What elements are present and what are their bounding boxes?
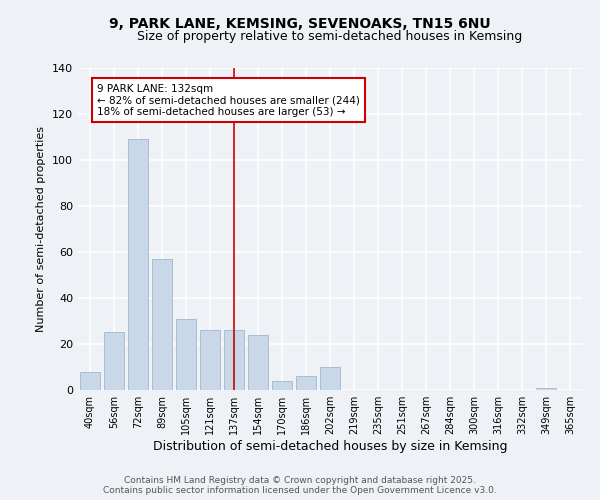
Text: 9 PARK LANE: 132sqm
← 82% of semi-detached houses are smaller (244)
18% of semi-: 9 PARK LANE: 132sqm ← 82% of semi-detach…: [97, 84, 360, 117]
Text: Contains HM Land Registry data © Crown copyright and database right 2025.
Contai: Contains HM Land Registry data © Crown c…: [103, 476, 497, 495]
Bar: [296, 376, 316, 390]
Bar: [128, 139, 148, 390]
Bar: [320, 367, 340, 390]
Bar: [536, 388, 556, 390]
Bar: [176, 318, 196, 390]
Bar: [80, 372, 100, 390]
X-axis label: Distribution of semi-detached houses by size in Kemsing: Distribution of semi-detached houses by …: [153, 440, 507, 453]
Bar: [104, 332, 124, 390]
Text: 9, PARK LANE, KEMSING, SEVENOAKS, TN15 6NU: 9, PARK LANE, KEMSING, SEVENOAKS, TN15 6…: [109, 18, 491, 32]
Bar: [200, 330, 220, 390]
Title: Size of property relative to semi-detached houses in Kemsing: Size of property relative to semi-detach…: [137, 30, 523, 43]
Y-axis label: Number of semi-detached properties: Number of semi-detached properties: [37, 126, 46, 332]
Bar: [248, 334, 268, 390]
Bar: [224, 330, 244, 390]
Bar: [152, 258, 172, 390]
Bar: [272, 381, 292, 390]
